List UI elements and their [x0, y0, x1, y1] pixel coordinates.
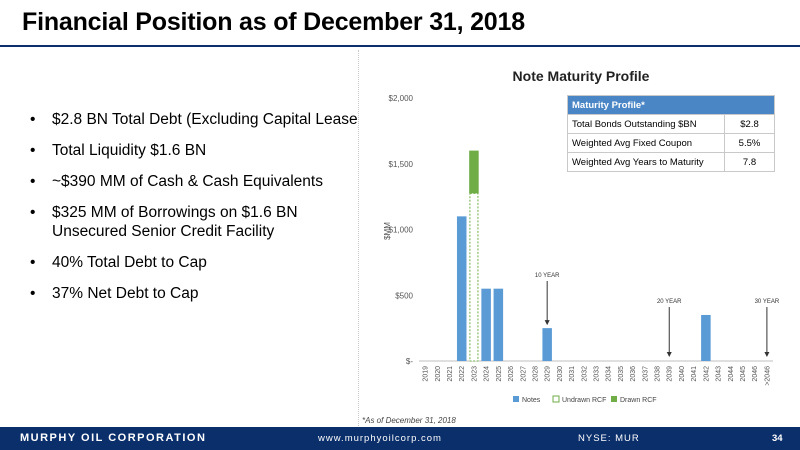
x-tick-label: 2036: [630, 366, 637, 382]
bullet-text: 40% Total Debt to Cap: [52, 254, 207, 271]
x-tick-label: 2038: [655, 366, 662, 382]
table-cell-value: 7.8: [724, 152, 775, 172]
x-tick-label: 2027: [520, 366, 527, 382]
x-tick-label: 2035: [618, 366, 625, 382]
bar-drawn-rcf: [469, 150, 479, 194]
y-tick-label: $-: [406, 357, 413, 366]
x-tick-label: 2030: [557, 366, 564, 382]
legend-swatch-undrawn-rcf: [552, 395, 560, 403]
bullet-item: • 37% Net Debt to Cap: [30, 284, 370, 303]
annotation-label: 20 YEAR: [657, 299, 682, 305]
slide-title: Financial Position as of December 31, 20…: [22, 8, 525, 36]
bar-notes: [701, 314, 711, 361]
table-row: Weighted Avg Fixed Coupon 5.5%: [567, 133, 775, 153]
bullet-dot: •: [30, 142, 36, 159]
x-tick-label: 2031: [569, 366, 576, 382]
legend-label: Undrawn RCF: [562, 397, 606, 404]
table-cell-value: 5.5%: [724, 133, 775, 153]
legend-label: Notes: [522, 397, 541, 404]
x-tick-label: >2046: [764, 366, 771, 386]
bar-notes: [481, 288, 491, 361]
table-cell-label: Weighted Avg Fixed Coupon: [567, 133, 725, 153]
x-tick-label: 2042: [703, 366, 710, 382]
bullet-item: • $2.8 BN Total Debt (Excluding Capital L…: [30, 110, 370, 129]
bar-notes: [542, 328, 552, 361]
bullet-dot: •: [30, 173, 36, 190]
maturity-profile-table: Maturity Profile* Total Bonds Outstandin…: [567, 95, 775, 172]
website-link[interactable]: www.murphyoilcorp.com: [318, 433, 442, 444]
x-tick-label: 2037: [642, 366, 649, 382]
bullet-dot: •: [30, 285, 36, 302]
legend-label: Drawn RCF: [620, 397, 657, 404]
annotation-arrow-head: [666, 352, 672, 357]
x-tick-label: 2043: [716, 366, 723, 382]
maturity-table-header: Maturity Profile*: [567, 95, 775, 115]
title-divider: [0, 45, 800, 47]
y-axis-label: $MM: [383, 222, 392, 240]
maturity-chart: Note Maturity Profile $MM $- $500 $1,000 $1…: [383, 68, 780, 404]
bullet-item: • $325 MM of Borrowings on $1.6 BN Unsecu…: [30, 203, 370, 241]
table-cell-value: $2.8: [724, 114, 775, 134]
x-tick-label: 2045: [740, 366, 747, 382]
page-number: 34: [772, 433, 783, 444]
table-cell-label: Total Bonds Outstanding $BN: [567, 114, 725, 134]
x-tick-label: 2033: [594, 366, 601, 382]
bullet-list: • $2.8 BN Total Debt (Excluding Capital L…: [30, 110, 370, 315]
bullet-text: $325 MM of Borrowings on $1.6 BN Unsecur…: [52, 204, 298, 240]
footer-bar: MURPHY OIL CORPORATION www.murphyoilcorp…: [0, 427, 800, 450]
bullet-text: Total Liquidity $1.6 BN: [52, 142, 207, 159]
x-tick-label: 2028: [532, 366, 539, 382]
x-tick-label: 2021: [447, 366, 454, 382]
x-tick-label: 2044: [728, 366, 735, 382]
annotation-label: 10 YEAR: [535, 273, 560, 279]
y-tick-label: $1,500: [389, 160, 414, 169]
bullet-item: • 40% Total Debt to Cap: [30, 253, 370, 272]
legend-swatch-notes: [513, 396, 519, 402]
bar-notes: [493, 288, 504, 361]
x-tick-label: 2040: [679, 366, 686, 382]
x-tick-label: 2039: [667, 366, 674, 382]
x-tick-label: 2025: [496, 366, 503, 382]
stock-ticker: NYSE: MUR: [578, 433, 640, 444]
bullet-item: • Total Liquidity $1.6 BN: [30, 141, 370, 160]
x-tick-label: 2024: [484, 366, 491, 382]
company-name: MURPHY OIL CORPORATION: [20, 432, 207, 444]
annotation-arrow-head: [544, 320, 550, 326]
bullet-dot: •: [30, 254, 36, 271]
x-tick-label: 2019: [423, 366, 430, 382]
legend-swatch-drawn-rcf: [611, 396, 617, 402]
y-tick-label: $500: [395, 291, 413, 300]
x-tick-label: 2034: [606, 366, 613, 382]
annotation-arrow-head: [764, 352, 770, 357]
x-tick-label: 2032: [581, 366, 588, 382]
bar-undrawn-rcf: [469, 192, 479, 362]
bullet-dot: •: [30, 204, 36, 221]
x-tick-label: 2026: [508, 366, 515, 382]
table-row: Total Bonds Outstanding $BN $2.8: [567, 114, 775, 134]
bullet-text: $2.8 BN Total Debt (Excluding Capital Le…: [52, 111, 363, 128]
bullet-dot: •: [30, 111, 36, 128]
footnote: *As of December 31, 2018: [362, 416, 456, 425]
chart-title: Note Maturity Profile: [513, 68, 650, 84]
x-tick-label: 2029: [545, 366, 552, 382]
bullet-text: 37% Net Debt to Cap: [52, 285, 199, 302]
x-tick-label: 2020: [435, 366, 442, 382]
annotation-label: 30 YEAR: [755, 299, 780, 305]
x-tick-label: 2046: [752, 366, 759, 382]
x-tick-label: 2023: [471, 366, 478, 382]
table-row: Weighted Avg Years to Maturity 7.8: [567, 152, 775, 172]
x-tick-label: 2041: [691, 366, 698, 382]
bullet-item: • ~$390 MM of Cash & Cash Equivalents: [30, 172, 370, 191]
bullet-text: ~$390 MM of Cash & Cash Equivalents: [52, 173, 323, 190]
bar-notes: [456, 216, 467, 361]
table-cell-label: Weighted Avg Years to Maturity: [567, 152, 725, 172]
x-tick-label: 2022: [459, 366, 466, 382]
y-tick-label: $2,000: [389, 94, 414, 103]
y-tick-label: $1,000: [389, 226, 414, 235]
